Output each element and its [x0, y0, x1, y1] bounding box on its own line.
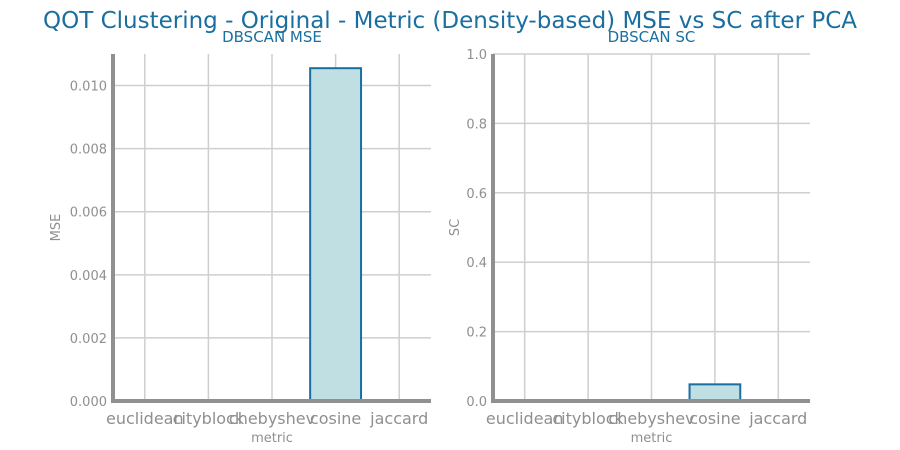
y-tick-label: 0.010 [70, 80, 107, 95]
x-tick-label: cosine [689, 409, 740, 428]
x-tick-label: jaccard [369, 409, 428, 428]
y-tick-label: 0.0 [466, 395, 487, 410]
y-axis-label: SC [448, 219, 463, 236]
y-tick-label: 0.004 [70, 269, 107, 284]
y-tick-label: 1.0 [466, 48, 487, 63]
y-tick-label: 0.006 [70, 206, 107, 221]
x-tick-label: chebyshev [229, 409, 315, 428]
x-tick-label: jaccard [748, 409, 807, 428]
y-tick-label: 0.8 [466, 117, 487, 132]
x-axis-label: metric [631, 431, 673, 446]
bar-cosine [688, 383, 742, 402]
y-tick-label: 0.2 [466, 326, 487, 341]
y-tick-label: 0.6 [466, 187, 487, 202]
x-tick-label: chebyshev [608, 409, 694, 428]
x-tick-label: euclidean [486, 409, 564, 428]
y-tick-label: 0.000 [70, 395, 107, 410]
x-tick-label: cosine [310, 409, 361, 428]
x-tick-label: cityblock [552, 409, 624, 428]
chart-panel-2: 0.0 0.2 0.4 0.6 0.8 1.0 euclideancityblockcheb… [448, 28, 810, 446]
chart-panel-1: 0.0000.0020.0040.0060.0080.010euclideanc… [49, 28, 431, 446]
chart-title: DBSCAN MSE [222, 28, 322, 46]
figure-title: QOT Clustering - Original - Metric (Dens… [43, 8, 857, 34]
x-tick-label: euclidean [106, 409, 184, 428]
y-tick-label: 0.008 [70, 143, 107, 158]
bar-cosine [309, 67, 363, 402]
chart-title: DBSCAN SC [608, 28, 696, 46]
y-axis-label: MSE [49, 214, 64, 242]
x-axis-label: metric [251, 431, 293, 446]
y-tick-label: 0.4 [466, 256, 487, 271]
x-tick-label: cityblock [173, 409, 245, 428]
y-tick-label: 0.002 [70, 332, 107, 347]
